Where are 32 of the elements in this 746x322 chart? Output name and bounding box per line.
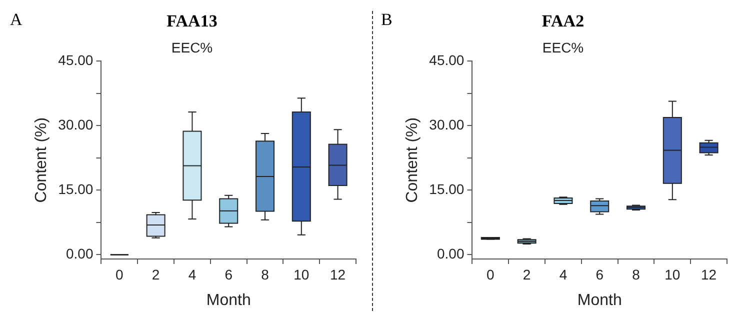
chart-subtitle: EEC% [171,40,213,56]
x-tick-label: 10 [294,266,310,282]
x-tick-label: 2 [152,266,160,282]
y-tick-label: 30.00 [429,116,464,133]
y-tick-label: 0.00 [436,246,464,262]
x-tick-label: 8 [261,266,270,282]
x-tick-label: 12 [701,266,717,282]
x-tick-label: 4 [188,266,196,282]
text: A [10,10,22,30]
y-tick-label: 0.00 [66,246,94,262]
x-tick-label: 0 [486,266,495,282]
chart-title: FAA2 [542,12,584,31]
x-tick-label: 0 [116,266,124,282]
x-tick-label: 2 [522,266,531,282]
x-tick-label: 6 [224,266,233,282]
y-tick-label: 15.00 [58,181,94,198]
x-axis-title: Month [577,292,622,309]
x-tick-label: 6 [596,266,604,282]
y-axis-title: Content (%) [33,117,50,203]
text: B [381,10,392,30]
y-tick-label: 45.00 [429,52,464,68]
x-axis-title: Month [206,292,251,309]
chart-title: FAA13 [166,12,218,31]
x-tick-label: 8 [632,266,640,282]
chart-subtitle: EEC% [542,40,584,56]
y-tick-label: 30.00 [58,116,94,133]
x-tick-label: 10 [664,266,680,282]
y-axis-title: Content (%) [404,117,422,203]
x-tick-label: 4 [559,266,568,282]
x-tick-label: 12 [330,266,346,282]
y-tick-label: 45.00 [58,52,94,68]
y-tick-label: 15.00 [429,181,464,198]
